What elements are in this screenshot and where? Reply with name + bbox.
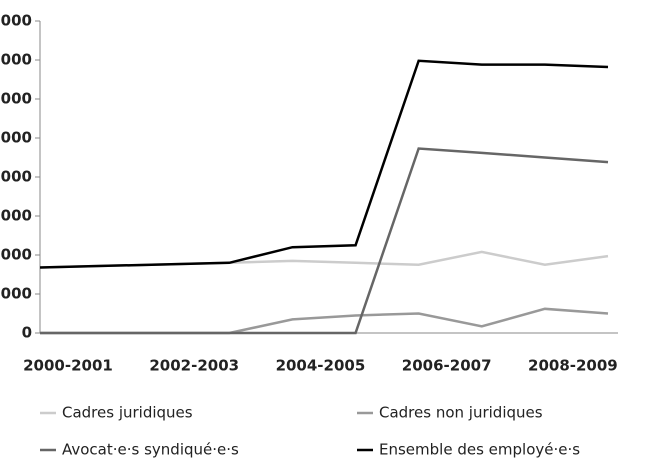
x-tick-label: 2000-2001: [23, 357, 113, 375]
y-tick-label: 200 000: [0, 246, 32, 264]
y-tick-label: 0: [22, 324, 32, 342]
legend-label: Ensemble des employé·e·s: [379, 441, 580, 459]
y-tick-label: 400 000: [0, 168, 32, 186]
y-tick-label: 600 000: [0, 90, 32, 108]
y-tick-label: 100 000: [0, 285, 32, 303]
legend-label: Cadres juridiques: [62, 404, 193, 422]
y-tick-label: 800 000: [0, 12, 32, 30]
y-tick-label: 500 000: [0, 129, 32, 147]
x-tick-label: 2002-2003: [149, 357, 239, 375]
x-tick-label: 2008-2009: [528, 357, 618, 375]
series-line: [40, 147, 609, 335]
y-tick-label: 700 000: [0, 51, 32, 69]
series-line: [40, 307, 609, 335]
x-tick-label: 2006-2007: [402, 357, 492, 375]
y-tick-label: 300 000: [0, 207, 32, 225]
legend-label: Cadres non juridiques: [379, 404, 543, 422]
x-tick-label: 2004-2005: [276, 357, 366, 375]
series-line: [39, 59, 609, 269]
legend-label: Avocat·e·s syndiqué·e·s: [62, 441, 239, 459]
